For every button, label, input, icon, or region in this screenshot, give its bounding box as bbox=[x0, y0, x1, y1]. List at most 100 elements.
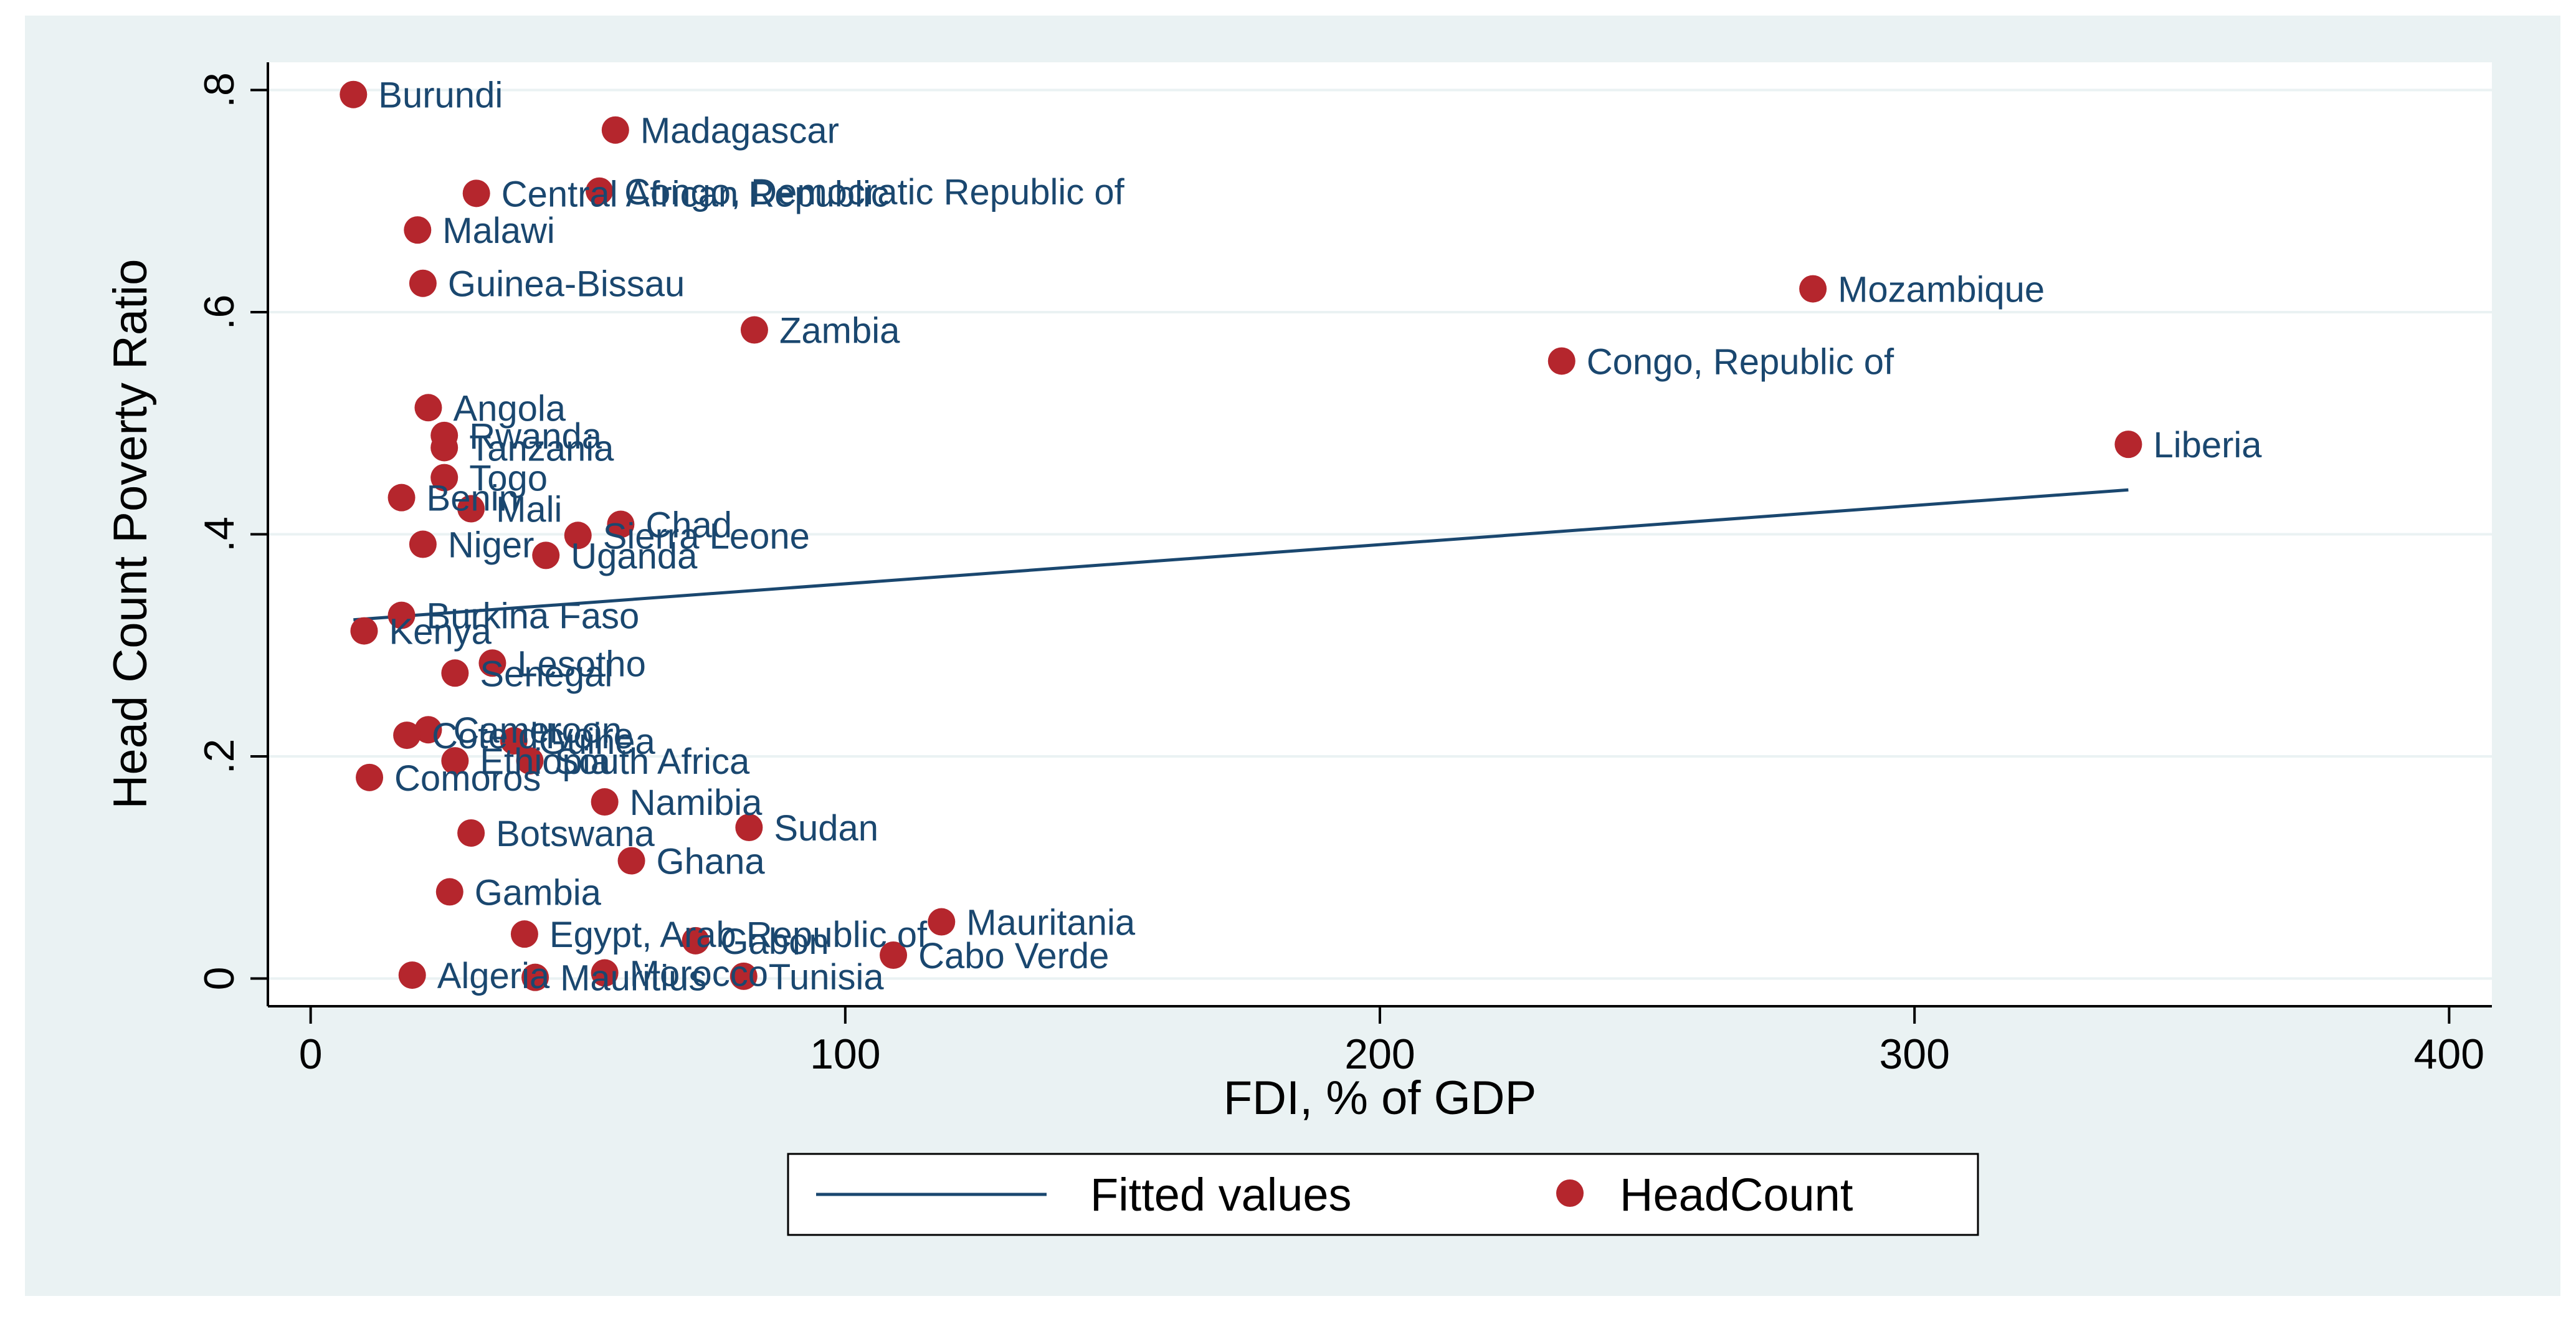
data-label: Uganda bbox=[571, 536, 698, 576]
data-point bbox=[478, 649, 506, 677]
data-point bbox=[591, 788, 619, 816]
data-label: Rwanda bbox=[469, 416, 602, 457]
data-labels: Burundi Madagascar Central African Republi… bbox=[378, 75, 2262, 999]
x-axis-title: FDI, % of GDP bbox=[1224, 1072, 1537, 1125]
data-point bbox=[1547, 347, 1576, 375]
data-point bbox=[430, 464, 459, 492]
data-label: Senegal bbox=[480, 654, 612, 694]
data-point bbox=[591, 959, 619, 987]
data-point bbox=[521, 963, 549, 991]
data-label: South Africa bbox=[555, 741, 750, 782]
x-tick-label: 100 bbox=[810, 1031, 880, 1078]
data-label: Gambia bbox=[475, 872, 602, 913]
data-point bbox=[350, 617, 378, 645]
x-tick-label: 400 bbox=[2414, 1031, 2484, 1078]
data-point bbox=[601, 116, 629, 144]
data-point bbox=[2114, 431, 2142, 459]
grid-lines bbox=[268, 88, 2492, 980]
data-label: Botswana bbox=[496, 814, 655, 854]
data-label: Mali bbox=[496, 490, 562, 530]
y-tick-label: .8 bbox=[196, 72, 243, 108]
data-label: Angola bbox=[453, 388, 566, 429]
data-label: Mauritius bbox=[560, 958, 706, 999]
data-label: Namibia bbox=[630, 783, 763, 823]
data-label: Liberia bbox=[2153, 425, 2262, 465]
data-label: Benin bbox=[427, 479, 519, 519]
data-label: Kenya bbox=[389, 612, 492, 652]
data-points bbox=[340, 80, 2142, 991]
data-label: Niger bbox=[448, 525, 535, 566]
legend-label-fitted: Fitted values bbox=[1090, 1169, 1352, 1221]
legend-label-headcount: HeadCount bbox=[1620, 1169, 1853, 1221]
fitted-line bbox=[353, 488, 2129, 622]
x-tick-label: 300 bbox=[1879, 1031, 1949, 1078]
data-point bbox=[928, 908, 956, 936]
data-label: Cote d'Ivoire bbox=[432, 716, 634, 756]
data-point bbox=[435, 878, 463, 906]
x-tick-label: 0 bbox=[299, 1031, 323, 1078]
data-point bbox=[462, 179, 490, 207]
data-label: Mauritania bbox=[966, 903, 1136, 943]
legend-dot-swatch bbox=[1556, 1179, 1584, 1207]
data-point bbox=[409, 530, 437, 558]
data-point bbox=[532, 541, 560, 569]
data-point bbox=[356, 763, 384, 791]
data-point bbox=[414, 394, 442, 422]
y-axis-title: Head Count Poverty Ratio bbox=[104, 259, 157, 809]
data-label: Zambia bbox=[779, 311, 900, 351]
data-point bbox=[510, 920, 538, 948]
data-point bbox=[516, 747, 544, 775]
data-point bbox=[735, 814, 763, 842]
data-label: Comoros bbox=[394, 758, 541, 799]
data-point bbox=[740, 316, 768, 344]
data-label: Morocco bbox=[630, 954, 768, 994]
x-tick-label: 200 bbox=[1344, 1031, 1415, 1078]
data-point bbox=[500, 727, 528, 755]
y-tick-label: .4 bbox=[196, 517, 243, 552]
data-point bbox=[404, 216, 432, 244]
data-point bbox=[682, 926, 710, 955]
data-label: Sierra Leone bbox=[603, 516, 810, 556]
data-point bbox=[414, 716, 442, 744]
data-point bbox=[880, 941, 908, 969]
data-label: Sudan bbox=[774, 808, 878, 849]
data-point bbox=[393, 722, 421, 750]
data-label: Tanzania bbox=[469, 428, 614, 469]
y-tick-label: .6 bbox=[196, 295, 243, 330]
data-label: Cameroon bbox=[453, 710, 622, 751]
data-label: Togo bbox=[469, 459, 548, 499]
data-point bbox=[457, 819, 485, 847]
data-label: Congo, Republic of bbox=[1587, 341, 1894, 382]
data-point bbox=[441, 747, 469, 775]
data-label: Chad bbox=[645, 505, 732, 545]
data-point bbox=[409, 269, 437, 297]
data-point bbox=[441, 659, 469, 687]
y-tick-label: 0 bbox=[196, 967, 243, 991]
data-label: Gabon bbox=[721, 922, 829, 962]
data-point bbox=[730, 962, 758, 990]
data-label: Lesotho bbox=[517, 644, 645, 684]
data-label: Malawi bbox=[442, 211, 555, 251]
data-label: Madagascar bbox=[640, 111, 839, 151]
data-point bbox=[430, 434, 459, 462]
data-point bbox=[398, 961, 426, 989]
legend: Fitted values HeadCount bbox=[787, 1153, 1979, 1236]
data-point bbox=[387, 601, 416, 629]
data-label: Algeria bbox=[437, 956, 550, 996]
data-point bbox=[607, 510, 635, 538]
data-point bbox=[457, 495, 485, 523]
data-label: Burundi bbox=[378, 75, 503, 116]
y-ticks: 0 .2 .4 .6 .8 bbox=[196, 72, 268, 990]
x-ticks: 0 100 200 300 400 bbox=[299, 1006, 2484, 1078]
data-point bbox=[617, 847, 645, 875]
data-point bbox=[340, 80, 368, 108]
data-label: Mozambique bbox=[1838, 270, 2045, 310]
data-label: Guinea-Bissau bbox=[448, 264, 685, 305]
data-label: Ghana bbox=[657, 842, 766, 882]
data-label: Tunisia bbox=[769, 957, 885, 998]
data-point bbox=[1799, 275, 1827, 303]
data-point bbox=[586, 177, 614, 205]
data-label: Cabo Verde bbox=[918, 936, 1109, 976]
data-label: Central African Republic bbox=[501, 174, 889, 214]
